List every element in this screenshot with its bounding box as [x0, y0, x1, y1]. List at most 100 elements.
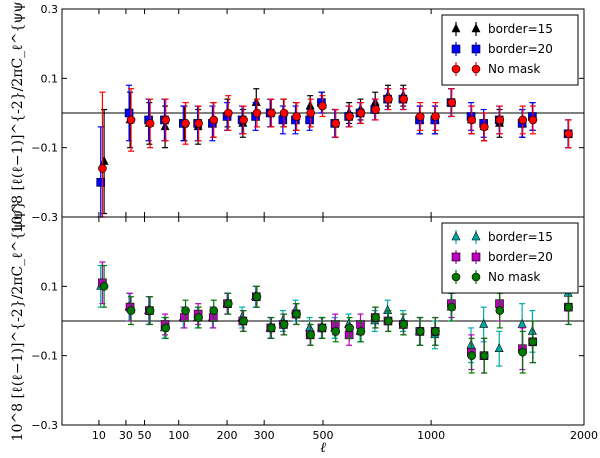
x-axis-label: ℓ [320, 440, 326, 456]
data-point [399, 320, 409, 329]
data-point [239, 316, 248, 326]
data-point [384, 94, 393, 104]
data-point [331, 119, 341, 128]
data-point [267, 108, 276, 118]
legend: border=15 border=20 No mask [441, 14, 579, 86]
data-point [467, 351, 476, 360]
y-tick-label: −0.3 [31, 419, 58, 432]
legend-label: border=20 [488, 250, 553, 264]
data-point [126, 306, 136, 315]
data-point [98, 164, 107, 173]
series-border-15 [99, 84, 573, 215]
data-point [318, 101, 327, 111]
x-tick-label: 200 [217, 429, 238, 442]
data-point [99, 282, 109, 291]
data-point [495, 115, 505, 125]
data-point [181, 306, 190, 315]
data-point [209, 306, 219, 315]
legend-marker [471, 64, 481, 74]
data-point [399, 94, 409, 104]
data-point [371, 313, 380, 322]
legend-marker [451, 252, 461, 262]
plot-frame [61, 216, 585, 426]
legend-marker [451, 64, 461, 74]
data-point [345, 112, 354, 121]
legend-item: border=20 [451, 250, 553, 264]
data-point [528, 115, 538, 125]
data-point [415, 327, 425, 336]
x-tick-label: 10 [92, 429, 106, 442]
y-tick-label: −0.1 [31, 142, 58, 155]
x-tick-label: 100 [168, 429, 189, 442]
legend: border=15 border=20 No mask [441, 222, 579, 294]
series-border-20 [96, 84, 573, 218]
x-tick-label: 50 [138, 429, 152, 442]
data-point [209, 115, 219, 125]
data-point [479, 318, 489, 328]
data-point [306, 108, 316, 118]
y-tick-label: 0.3 [41, 3, 59, 16]
panel-bottom: 0.1 −0.1 −0.3 10 30 50 100 200 300 500 1000 2000 10^… [10, 201, 598, 442]
y-tick-label: 0.1 [41, 72, 59, 85]
data-point [224, 299, 233, 308]
data-point [160, 121, 170, 131]
data-point [278, 115, 288, 125]
data-point [194, 313, 203, 322]
x-tick-label: 30 [119, 429, 133, 442]
legend-item: No mask [451, 62, 540, 76]
x-tick-label: 1000 [417, 429, 445, 442]
legend-item: border=15 [451, 230, 553, 244]
legend-marker [451, 231, 461, 241]
data-point [564, 129, 573, 139]
series-no-mask [99, 264, 573, 374]
data-point [279, 320, 289, 329]
legend-marker [451, 44, 461, 54]
data-point [447, 302, 457, 312]
y-axis-label: 10^8 [ℓ(ℓ−1)]^{-2}/2πC_ℓ^{ψψ} [10, 201, 26, 442]
data-point [161, 115, 171, 125]
data-point [431, 327, 440, 336]
data-point [447, 98, 457, 107]
legend-item: border=20 [451, 42, 553, 56]
legend-marker [471, 272, 481, 282]
data-point [431, 112, 440, 121]
legend-marker [451, 272, 461, 282]
data-point [480, 122, 489, 132]
data-point [279, 108, 289, 118]
data-point [267, 323, 276, 333]
data-point [161, 323, 171, 333]
data-point [480, 351, 489, 360]
data-point [415, 112, 425, 121]
x-tick-label: 500 [313, 429, 334, 442]
legend-label: No mask [488, 62, 540, 76]
data-point [384, 316, 393, 326]
data-point [356, 327, 366, 336]
data-point [467, 115, 476, 125]
legend-box [441, 14, 579, 86]
y-tick-label: −0.3 [31, 211, 58, 224]
data-point [306, 330, 316, 340]
data-point [518, 347, 528, 357]
data-point [528, 337, 538, 347]
legend-label: border=15 [488, 230, 553, 244]
legend-label: No mask [488, 270, 540, 284]
panel-top: 0.3 0.1 −0.1 −0.3 10^8 [ℓ(ℓ−1)]^{-2}/2πC_ℓ^{… [10, 0, 585, 233]
data-point [96, 178, 106, 187]
legend-box [441, 222, 579, 294]
data-point [331, 327, 341, 336]
legend-label: border=20 [488, 42, 553, 56]
data-point [145, 306, 155, 315]
data-point [194, 119, 203, 128]
x-tick-label: 300 [254, 429, 275, 442]
legend-marker [451, 23, 461, 33]
legend-marker [471, 252, 481, 262]
legend-item: No mask [451, 270, 540, 284]
data-point [345, 323, 354, 333]
y-tick-label: 0.1 [41, 280, 59, 293]
data-point [251, 96, 261, 106]
data-point [181, 119, 190, 128]
legend-marker [471, 44, 481, 54]
y-tick-label: −0.1 [31, 350, 58, 363]
data-point [239, 115, 248, 125]
